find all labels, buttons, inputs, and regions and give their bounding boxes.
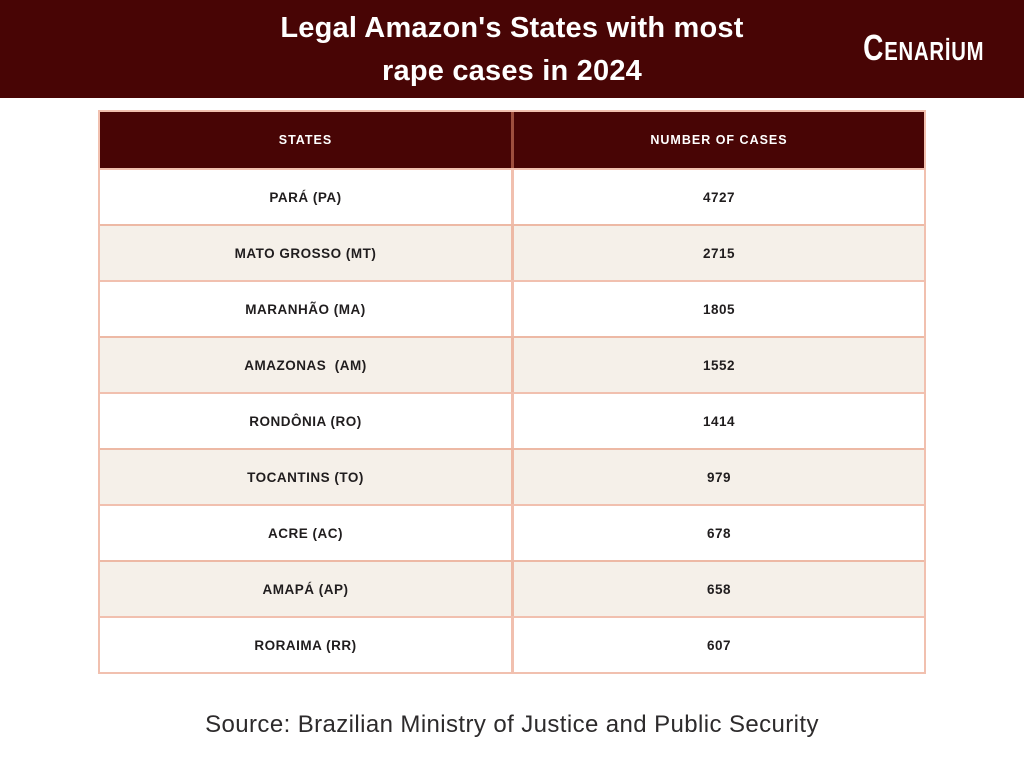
state-cell: MATO GROSSO (MT) xyxy=(234,245,377,261)
cases-cell: 678 xyxy=(511,506,924,560)
column-header-states: STATES xyxy=(278,133,333,147)
state-cell: AMAZONAS (AM) xyxy=(244,357,367,373)
state-cell: MARANHÃO (MA) xyxy=(245,301,366,317)
title-line-1: Legal Amazon's States with most xyxy=(280,12,744,44)
data-table: STATES NUMBER OF CASES PARÁ (PA) 4727 MA… xyxy=(98,110,926,674)
state-cell: RONDÔNIA (RO) xyxy=(249,413,362,429)
logo-rest: ENARİUM xyxy=(883,36,984,66)
table-row: RONDÔNIA (RO) 1414 xyxy=(100,392,924,448)
cases-cell: 1805 xyxy=(511,282,924,336)
state-cell: TOCANTINS (TO) xyxy=(247,469,364,485)
cases-cell: 607 xyxy=(511,618,924,672)
table-row: MARANHÃO (MA) 1805 xyxy=(100,280,924,336)
cases-cell: 1552 xyxy=(511,338,924,392)
column-header-cases: NUMBER OF CASES xyxy=(511,112,924,168)
table-row: AMAZONAS (AM) 1552 xyxy=(100,336,924,392)
cenarium-logo: CENARİUM xyxy=(863,30,984,74)
cases-cell: 979 xyxy=(511,450,924,504)
table-row: TOCANTINS (TO) 979 xyxy=(100,448,924,504)
table-row: ACRE (AC) 678 xyxy=(100,504,924,560)
table-row: AMAPÁ (AP) 658 xyxy=(100,560,924,616)
cases-cell: 1414 xyxy=(511,394,924,448)
table-row: MATO GROSSO (MT) 2715 xyxy=(100,224,924,280)
cases-cell: 4727 xyxy=(511,170,924,224)
source-caption: Source: Brazilian Ministry of Justice an… xyxy=(205,711,819,738)
table-row: PARÁ (PA) 4727 xyxy=(100,168,924,224)
state-cell: ACRE (AC) xyxy=(268,525,343,541)
state-cell: PARÁ (PA) xyxy=(269,189,342,205)
table-header-row: STATES NUMBER OF CASES xyxy=(100,112,924,168)
page-title: Legal Amazon's States with most rape cas… xyxy=(0,7,1024,93)
state-cell: AMAPÁ (AP) xyxy=(262,581,349,597)
header-banner: Legal Amazon's States with most rape cas… xyxy=(0,0,1024,98)
logo-initial: C xyxy=(862,27,884,68)
cases-cell: 658 xyxy=(511,562,924,616)
state-cell: RORAIMA (RR) xyxy=(254,637,357,653)
title-line-2: rape cases in 2024 xyxy=(382,55,642,87)
cases-cell: 2715 xyxy=(511,226,924,280)
table-row: RORAIMA (RR) 607 xyxy=(100,616,924,672)
